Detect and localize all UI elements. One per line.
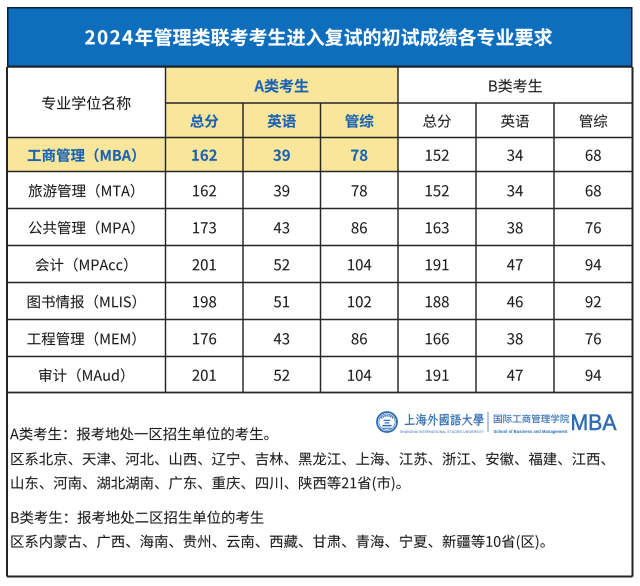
svg-text:School of Business and Managem: School of Business and Management	[494, 429, 568, 434]
svg-text:SHANGHAI INTERNATIONAL STUDIES: SHANGHAI INTERNATIONAL STUDIES UNIVERSIT…	[400, 430, 485, 434]
svg-text:MBA: MBA	[571, 410, 617, 435]
